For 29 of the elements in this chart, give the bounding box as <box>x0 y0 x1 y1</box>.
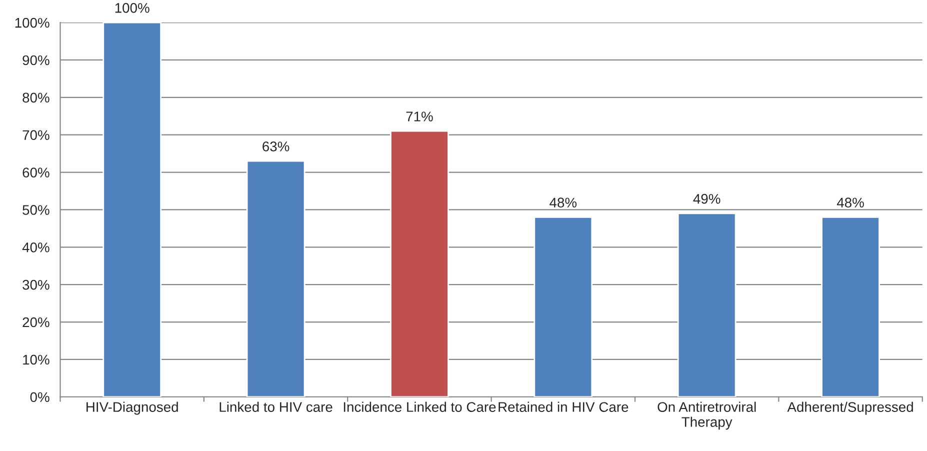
y-tick-label: 100% <box>15 18 50 28</box>
bar <box>677 212 736 397</box>
x-tick-label: Adherent/Supressed <box>787 402 913 415</box>
y-tick-label: 30% <box>22 280 50 290</box>
data-label: 48% <box>836 198 864 208</box>
data-label: 63% <box>262 142 290 152</box>
y-tick-label: 70% <box>22 130 50 140</box>
data-label: 48% <box>550 198 577 208</box>
data-label: 49% <box>693 194 720 204</box>
bar <box>102 22 162 397</box>
y-tick-label: 50% <box>22 205 50 215</box>
y-tick-label: 40% <box>22 242 50 252</box>
x-tick-label: Linked to HIV care <box>220 402 332 412</box>
y-tick-label: 90% <box>22 55 50 66</box>
bar <box>534 216 593 397</box>
y-tick-label: 20% <box>22 317 50 328</box>
x-tick-label: On Antiretroviral Therapy <box>658 402 756 430</box>
bar <box>390 130 449 397</box>
bar <box>821 216 880 397</box>
data-label: 71% <box>406 112 433 122</box>
data-label: 100% <box>115 3 150 13</box>
x-tick-label: Incidence Linked to Care <box>344 402 496 412</box>
y-tick-label: 80% <box>22 92 50 103</box>
x-tick-label: HIV-Diagnosed <box>86 402 178 415</box>
y-tick-label: 60% <box>22 168 50 178</box>
x-tick-label: Retained in HIV Care <box>498 402 628 412</box>
bar <box>246 160 306 397</box>
y-tick-label: 0% <box>30 392 50 402</box>
y-tick-label: 10% <box>23 354 50 365</box>
